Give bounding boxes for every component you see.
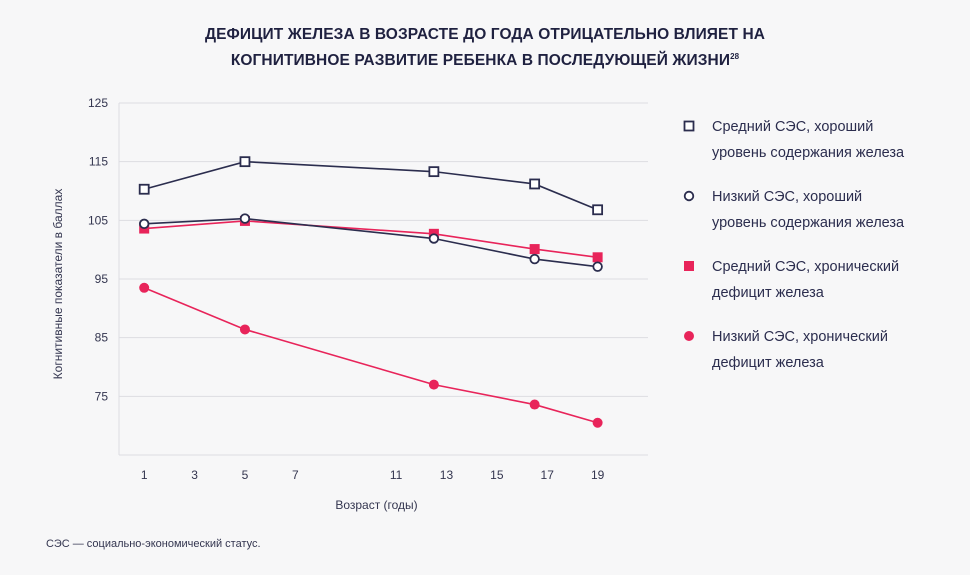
data-point bbox=[428, 379, 439, 390]
legend-label: Средний СЭС, хронический дефицит железа bbox=[712, 254, 962, 306]
chart-title-line-2-text: КОГНИТИВНОЕ РАЗВИТИЕ РЕБЕНКА В ПОСЛЕДУЮЩ… bbox=[230, 52, 731, 69]
legend-label-line: Низкий СЭС, хороший bbox=[712, 189, 863, 205]
legend-label-line: Средний СЭС, хронический bbox=[712, 259, 900, 275]
x-tick-label: 19 bbox=[591, 468, 605, 482]
title-reference: 28 bbox=[730, 51, 740, 61]
data-point bbox=[239, 156, 251, 168]
series-2 bbox=[138, 213, 603, 272]
x-tick-label: 13 bbox=[440, 468, 454, 482]
data-point bbox=[239, 213, 251, 224]
series-1 bbox=[138, 156, 604, 216]
y-tick-label: 75 bbox=[95, 389, 109, 403]
legend-marker-shape bbox=[684, 261, 694, 271]
series-4 bbox=[139, 282, 603, 428]
chart-title: ДЕФИЦИТ ЖЕЛЕЗА В ВОЗРАСТЕ ДО ГОДА ОТРИЦА… bbox=[0, 22, 970, 74]
x-axis-title: Возраст (годы) bbox=[335, 498, 417, 512]
legend-marker-icon bbox=[683, 120, 695, 132]
x-tick-label: 15 bbox=[490, 468, 504, 482]
footnote: СЭС — социально-экономический статус. bbox=[46, 538, 261, 550]
data-point bbox=[428, 166, 440, 178]
chart-title-line-1: ДЕФИЦИТ ЖЕЛЕЗА В ВОЗРАСТЕ ДО ГОДА ОТРИЦА… bbox=[204, 26, 766, 43]
data-point bbox=[428, 233, 440, 244]
data-point bbox=[529, 253, 540, 265]
legend-marker-icon bbox=[684, 331, 694, 341]
y-axis-title: Когнитивные показатели в баллах bbox=[51, 189, 65, 380]
series-layer bbox=[138, 156, 604, 428]
legend-label-line: уровень содержания железа bbox=[712, 145, 905, 161]
legend-item: Низкий СЭС, хороший уровень содержания же… bbox=[683, 184, 963, 254]
legend-label-line: дефицит железа bbox=[712, 355, 824, 371]
legend-label: Средний СЭС, хороший уровень содержания ж… bbox=[712, 114, 962, 166]
legend-marker-shape bbox=[683, 120, 695, 132]
legend-label: Низкий СЭС, хронический дефицит железа bbox=[712, 324, 962, 376]
y-tick-label: 115 bbox=[89, 155, 108, 169]
x-tick-label: 3 bbox=[191, 468, 198, 482]
series-line bbox=[143, 287, 598, 424]
data-point bbox=[592, 204, 604, 216]
legend-item: Низкий СЭС, хронический дефицит железа bbox=[683, 324, 963, 394]
chart-title-line-2: КОГНИТИВНОЕ РАЗВИТИЕ РЕБЕНКА В ПОСЛЕДУЮЩ… bbox=[0, 48, 970, 74]
data-point bbox=[529, 244, 540, 255]
data-point bbox=[592, 261, 603, 272]
legend-marker-shape bbox=[683, 190, 695, 202]
x-tick-label: 7 bbox=[292, 468, 299, 482]
x-tick-label: 17 bbox=[541, 468, 555, 482]
data-point bbox=[138, 218, 150, 230]
data-point bbox=[138, 183, 150, 195]
legend-label-line: Низкий СЭС, хронический bbox=[712, 329, 888, 345]
x-tick-label: 1 bbox=[141, 468, 148, 482]
data-point bbox=[592, 417, 603, 428]
y-tick-label: 95 bbox=[95, 272, 109, 286]
series-line bbox=[144, 220, 598, 259]
y-tick-label: 125 bbox=[88, 96, 108, 110]
legend-item: Средний СЭС, хороший уровень содержания ж… bbox=[683, 114, 963, 184]
data-point bbox=[139, 282, 150, 293]
grid-layer bbox=[119, 102, 648, 397]
legend: Средний СЭС, хороший уровень содержания ж… bbox=[683, 114, 963, 394]
legend-label-line: уровень содержания железа bbox=[712, 215, 905, 231]
y-tick-label: 105 bbox=[88, 213, 108, 227]
x-tick-label: 11 bbox=[390, 468, 403, 482]
legend-marker-icon bbox=[683, 190, 695, 202]
legend-label: Низкий СЭС, хороший уровень содержания же… bbox=[712, 184, 962, 236]
data-point bbox=[239, 324, 250, 335]
legend-label-line: дефицит железа bbox=[712, 285, 824, 301]
legend-marker-shape bbox=[684, 331, 694, 341]
y-tick-label: 85 bbox=[95, 331, 109, 345]
legend-label-line: Средний СЭС, хороший bbox=[712, 119, 874, 135]
legend-marker-icon bbox=[684, 261, 694, 271]
data-point bbox=[529, 399, 540, 410]
legend-item: Средний СЭС, хронический дефицит железа bbox=[683, 254, 963, 324]
data-point bbox=[529, 178, 541, 190]
data-point bbox=[592, 252, 603, 263]
x-tick-label: 5 bbox=[242, 468, 249, 482]
